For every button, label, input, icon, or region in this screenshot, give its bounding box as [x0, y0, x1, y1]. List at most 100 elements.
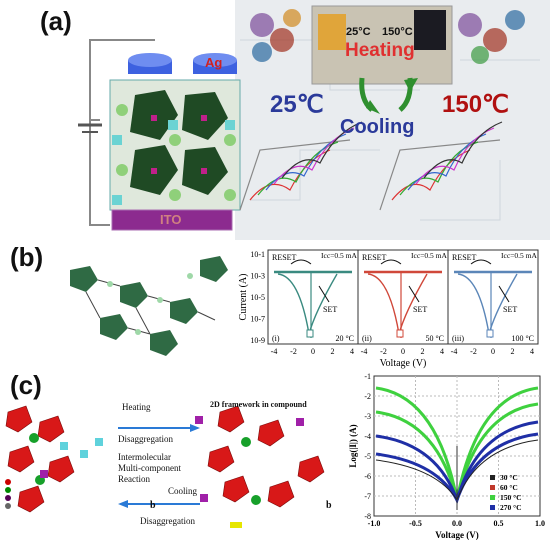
chart-c-y-tick: -8	[364, 512, 371, 521]
chart-b-set-label: SET	[323, 305, 337, 314]
chart-b-subplot-tag: (ii)	[362, 334, 372, 343]
chart-c-x-label: Voltage (V)	[435, 530, 478, 540]
chart-b-set-arrow	[408, 285, 420, 303]
chart-b-subplot-tag: (iii)	[452, 334, 464, 343]
chart-b-subplot-tag: (i)	[272, 334, 280, 343]
chart-b-reset-arrow	[380, 259, 402, 265]
disaggregation-top: Disaggregation	[118, 434, 173, 444]
chart-b-icc-label: Icc=0.5 mA	[501, 251, 537, 260]
cooling-label-c: Cooling	[168, 486, 198, 496]
chart-b-x-tick: -2	[470, 347, 477, 356]
chart-c-y-tick: -1	[364, 372, 371, 381]
temp-high-label: 150℃	[442, 91, 509, 118]
framework-label: 2D framework in compound	[210, 400, 307, 409]
substrate-label: ITO	[160, 212, 182, 227]
chart-b-reset-arrow	[290, 259, 312, 265]
chart-c-legend-label: 150 °C	[500, 493, 522, 502]
chart-b-x-tick: 4	[530, 347, 534, 356]
heating-label-c: Heating	[122, 402, 151, 412]
chart-b-x-tick: 0	[401, 347, 405, 356]
chart-b-temp-label: 100 °C	[511, 334, 534, 343]
chart-b-x-tick: -2	[380, 347, 387, 356]
chart-b-set-arrow	[498, 285, 510, 303]
panel-b: (b) Current (A) 10-1 10-3 10-5 10-7 10-9 RESET…	[0, 240, 550, 370]
panel-c-label: (c)	[10, 370, 42, 400]
iv-chart-b: Current (A) 10-1 10-3 10-5 10-7 10-9 RESET Icc=…	[238, 249, 539, 369]
chart-c-legend-label: 60 °C	[500, 483, 518, 492]
chart-b-y-tick: 10-1	[250, 250, 265, 259]
molecule-cluster-right	[458, 10, 525, 64]
chart-b-x-tick: 0	[311, 347, 315, 356]
chart-b-x-tick: 4	[350, 347, 354, 356]
chart-c-x-tick: -1.0	[368, 519, 381, 528]
disaggregation-bottom: Disaggregation	[140, 516, 195, 526]
chart-b-series-marker	[396, 329, 404, 338]
chart-c-y-tick: -2	[364, 392, 371, 401]
chart-b-y-tick: 10-5	[250, 293, 265, 302]
chart-b-reset-label: RESET	[452, 253, 477, 262]
chart-b-icc-label: Icc=0.5 mA	[411, 251, 447, 260]
chart-c-x-tick: 0.0	[452, 519, 462, 528]
chart-c-legend-marker	[490, 475, 495, 480]
reaction-line-1: Intermolecular	[118, 452, 171, 462]
chart-c-legend-marker	[490, 505, 495, 510]
chart-c-legend-marker	[490, 495, 495, 500]
chart-b-reset-arrow	[470, 259, 492, 265]
reaction-line-3: Reaction	[118, 474, 150, 484]
chart-b-temp-label: 20 °C	[335, 334, 354, 343]
panel-c: (c) Heating Disaggregation 2D framework …	[0, 370, 550, 544]
chart-b-series-marker	[486, 329, 494, 338]
chart-b-reset-label: RESET	[272, 253, 297, 262]
chart-c-y-tick: -4	[364, 432, 371, 441]
chart-b-set-label: SET	[503, 305, 517, 314]
chart-b-series-marker	[306, 329, 314, 338]
chart-b-set-label: SET	[413, 305, 427, 314]
chart-b-x-tick: -4	[361, 347, 368, 356]
chart-b-reset-label: RESET	[362, 253, 387, 262]
chart-c-legend-label: 270 °C	[500, 503, 522, 512]
chart-b-x-tick: -4	[451, 347, 458, 356]
temp-low-label: 25℃	[270, 91, 324, 118]
chart-b-x-tick: 0	[491, 347, 495, 356]
photo-temp-left: 25°C	[346, 26, 371, 38]
chart-b-x-tick: -2	[290, 347, 297, 356]
axis-b-right: b	[326, 500, 332, 511]
molecule-cluster-left	[250, 9, 301, 62]
crystal-structure-b	[70, 256, 228, 356]
chart-b-y-tick: 10-3	[250, 272, 265, 281]
chart-c-x-tick: 0.5	[494, 519, 504, 528]
heating-label: Heating	[345, 40, 415, 61]
chart-c-x-tick: 1.0	[535, 519, 545, 528]
chart-c-legend-label: 30 °C	[500, 473, 518, 482]
panel-a-illustration	[78, 0, 550, 240]
electrode-label: Ag	[205, 55, 223, 70]
chart-b-set-arrow	[318, 285, 330, 303]
chart-b-y-tick: 10-7	[250, 315, 265, 324]
chart-c-y-tick: -7	[364, 492, 371, 501]
chart-b-icc-label: Icc=0.5 mA	[321, 251, 357, 260]
chart-c-y-tick: -6	[364, 472, 371, 481]
chart-b-x-tick: 2	[331, 347, 335, 356]
chart-c-y-label: Log(|I|) (A)	[348, 424, 358, 467]
axis-b-left: b	[150, 500, 156, 511]
chart-c-x-tick: -0.5	[409, 519, 422, 528]
photo-temp-right: 150°C	[382, 26, 413, 38]
chart-b-x-label: Voltage (V)	[380, 358, 427, 369]
chart-b-x-tick: 2	[421, 347, 425, 356]
chart-c-legend-marker	[490, 485, 495, 490]
panel-a-label: (a)	[40, 6, 72, 36]
chart-b-x-tick: 2	[511, 347, 515, 356]
chart-b-frame	[267, 249, 539, 345]
chart-c-y-tick: -3	[364, 412, 371, 421]
panel-b-label: (b)	[10, 242, 44, 272]
panel-a: (a) Ag ITO 25°C 150°C Heating 25℃ 150℃ C…	[0, 0, 550, 240]
cooling-label: Cooling	[340, 116, 415, 138]
chart-b-temp-label: 50 °C	[425, 334, 444, 343]
chart-b-x-tick: 4	[440, 347, 444, 356]
reaction-line-2: Multi-component	[118, 463, 181, 473]
chart-b-y-tick: 10-9	[250, 336, 265, 345]
chart-b-y-label: Current (A)	[238, 274, 249, 321]
reaction-scheme	[5, 405, 325, 528]
chart-b-x-tick: -4	[271, 347, 278, 356]
chart-c-y-tick: -5	[364, 452, 371, 461]
